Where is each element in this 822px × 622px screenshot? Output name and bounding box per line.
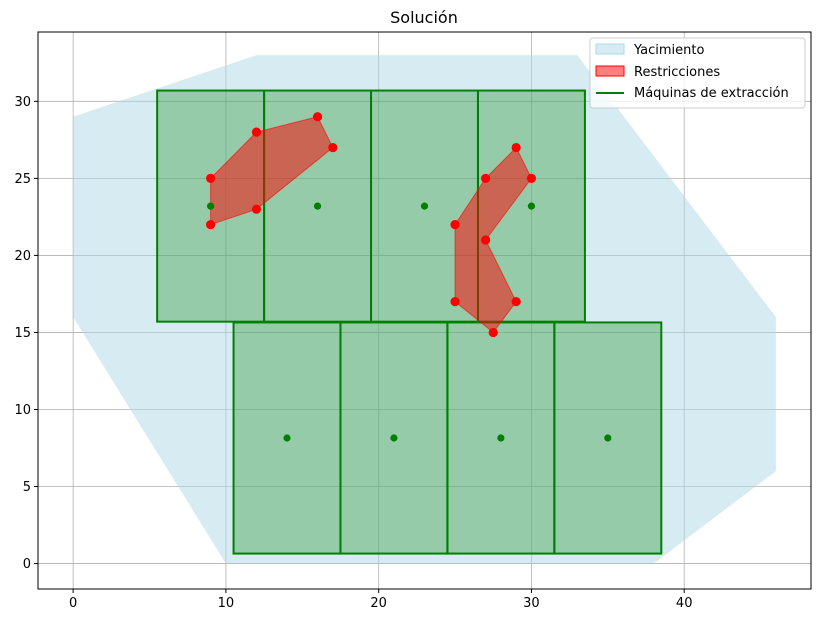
legend-swatch-restrictions — [595, 65, 625, 77]
restriction-vertex-point — [511, 142, 521, 153]
restriction-vertex-point — [481, 235, 491, 245]
restriction-vertex-point — [526, 173, 537, 183]
legend: Yacimiento Restricciones Máquinas de ext… — [589, 37, 806, 109]
restriction-vertex-point — [328, 142, 338, 153]
machine-center-point — [283, 434, 291, 442]
restriction-vertex-point — [251, 127, 262, 137]
y-tick-label: 15 — [14, 326, 31, 341]
y-tick-label: 5 — [23, 480, 31, 495]
machine-center-point — [527, 202, 536, 210]
machine-center-point — [604, 434, 612, 442]
machine-center-point — [497, 434, 505, 442]
legend-label-restrictions: Restricciones — [634, 65, 720, 80]
y-tick-label: 0 — [23, 557, 31, 572]
point-layer — [206, 112, 612, 442]
legend-box — [589, 37, 806, 109]
chart-title: Solución — [390, 8, 458, 27]
machine-center-point — [207, 202, 215, 210]
x-tick-label: 10 — [218, 596, 235, 611]
legend-label-machines: Máquinas de extracción — [634, 86, 789, 101]
legend-label-deposit: Yacimiento — [633, 43, 704, 58]
x-tick-label: 20 — [370, 596, 387, 611]
x-tick-label: 40 — [676, 596, 693, 611]
machine-center-point — [420, 202, 429, 210]
y-tick-label: 30 — [14, 95, 31, 110]
restriction-vertex-point — [251, 204, 262, 214]
machine-layer — [156, 89, 663, 555]
restriction-vertex-point — [488, 327, 498, 338]
x-tick-label: 30 — [523, 596, 540, 611]
y-tick-label: 10 — [14, 403, 31, 418]
restriction-vertex-point — [450, 297, 460, 307]
y-tick-label: 25 — [14, 172, 31, 187]
machine-center-point — [390, 434, 398, 442]
legend-swatch-deposit — [595, 43, 625, 55]
restriction-vertex-point — [450, 220, 460, 230]
y-tick-label: 20 — [14, 249, 31, 264]
restriction-vertex-point — [206, 173, 216, 183]
x-tick-label: 0 — [69, 596, 77, 611]
machine-center-point — [313, 202, 322, 210]
restriction-vertex-point — [312, 112, 323, 122]
restriction-vertex-point — [206, 220, 216, 230]
restriction-vertex-point — [511, 297, 521, 307]
restriction-vertex-point — [481, 173, 491, 183]
axis-ticks: 0 10 20 30 40 0 5 10 15 20 25 30 — [14, 95, 692, 611]
axes-frame — [37, 31, 812, 590]
